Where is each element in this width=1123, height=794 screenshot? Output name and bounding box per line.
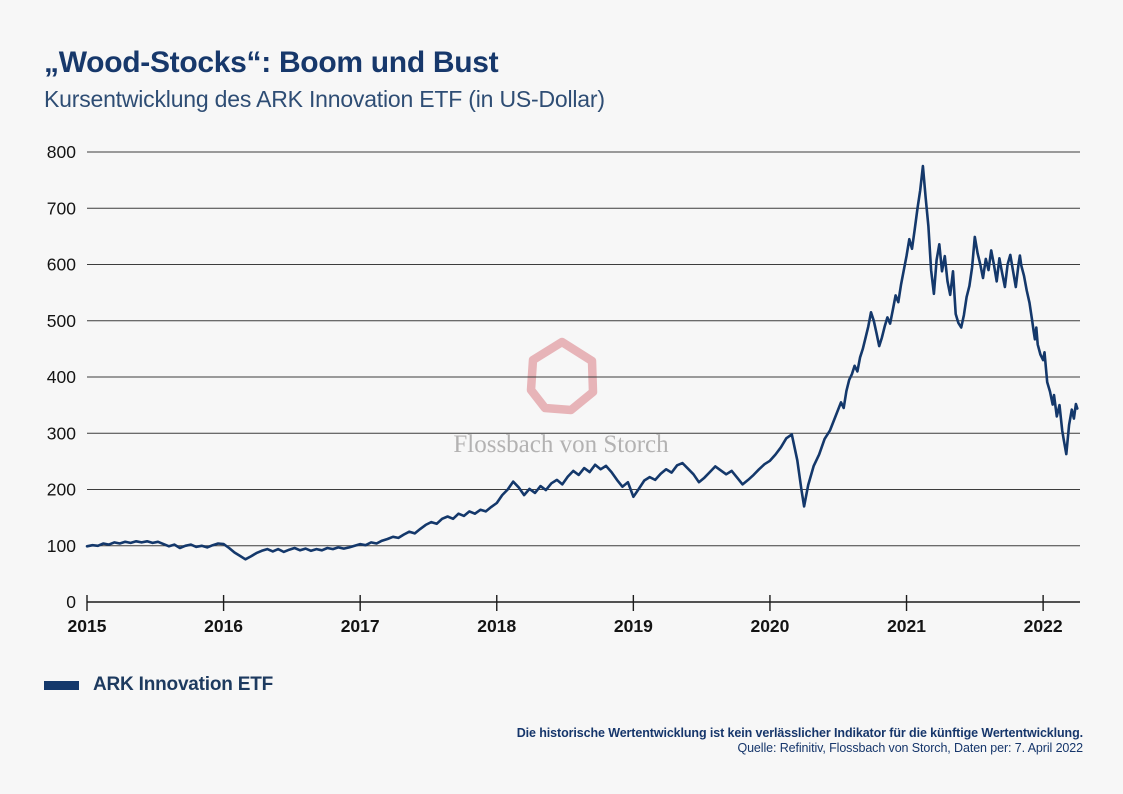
y-tick-label: 400 xyxy=(47,367,76,387)
x-tick-label: 2015 xyxy=(68,616,107,636)
legend-swatch xyxy=(44,680,79,690)
price-line-series xyxy=(85,164,1079,561)
y-tick-label: 0 xyxy=(66,592,76,612)
legend-label: ARK Innovation ETF xyxy=(93,674,274,695)
footer-source: Quelle: Refinitiv, Flossbach von Storch,… xyxy=(737,741,1083,755)
x-tick-label: 2022 xyxy=(1024,616,1063,636)
y-tick-label: 300 xyxy=(47,423,76,443)
x-tick-label: 2016 xyxy=(204,616,243,636)
watermark-text: Flossbach von Storch xyxy=(453,431,669,458)
page-title: „Wood-Stocks“: Boom und Bust xyxy=(44,46,499,79)
x-tick-label: 2020 xyxy=(750,616,789,636)
y-tick-label: 500 xyxy=(47,311,76,331)
y-tick-label: 100 xyxy=(47,536,76,556)
x-tick-label: 2017 xyxy=(341,616,380,636)
y-tick-label: 800 xyxy=(47,142,76,162)
x-tick-label: 2021 xyxy=(887,616,926,636)
footer-disclaimer: Die historische Wertentwicklung ist kein… xyxy=(516,726,1083,740)
page-subtitle: Kursentwicklung des ARK Innovation ETF (… xyxy=(44,86,605,112)
footer: Die historische Wertentwicklung ist kein… xyxy=(517,726,1083,756)
y-tick-label: 600 xyxy=(47,255,76,275)
y-tick-label: 700 xyxy=(47,198,76,218)
x-tick-label: 2019 xyxy=(614,616,653,636)
y-tick-label: 200 xyxy=(47,480,76,500)
flossbach-logo-icon xyxy=(526,337,598,415)
legend: ARK Innovation ETF xyxy=(44,673,273,697)
x-tick-label: 2018 xyxy=(477,616,516,636)
